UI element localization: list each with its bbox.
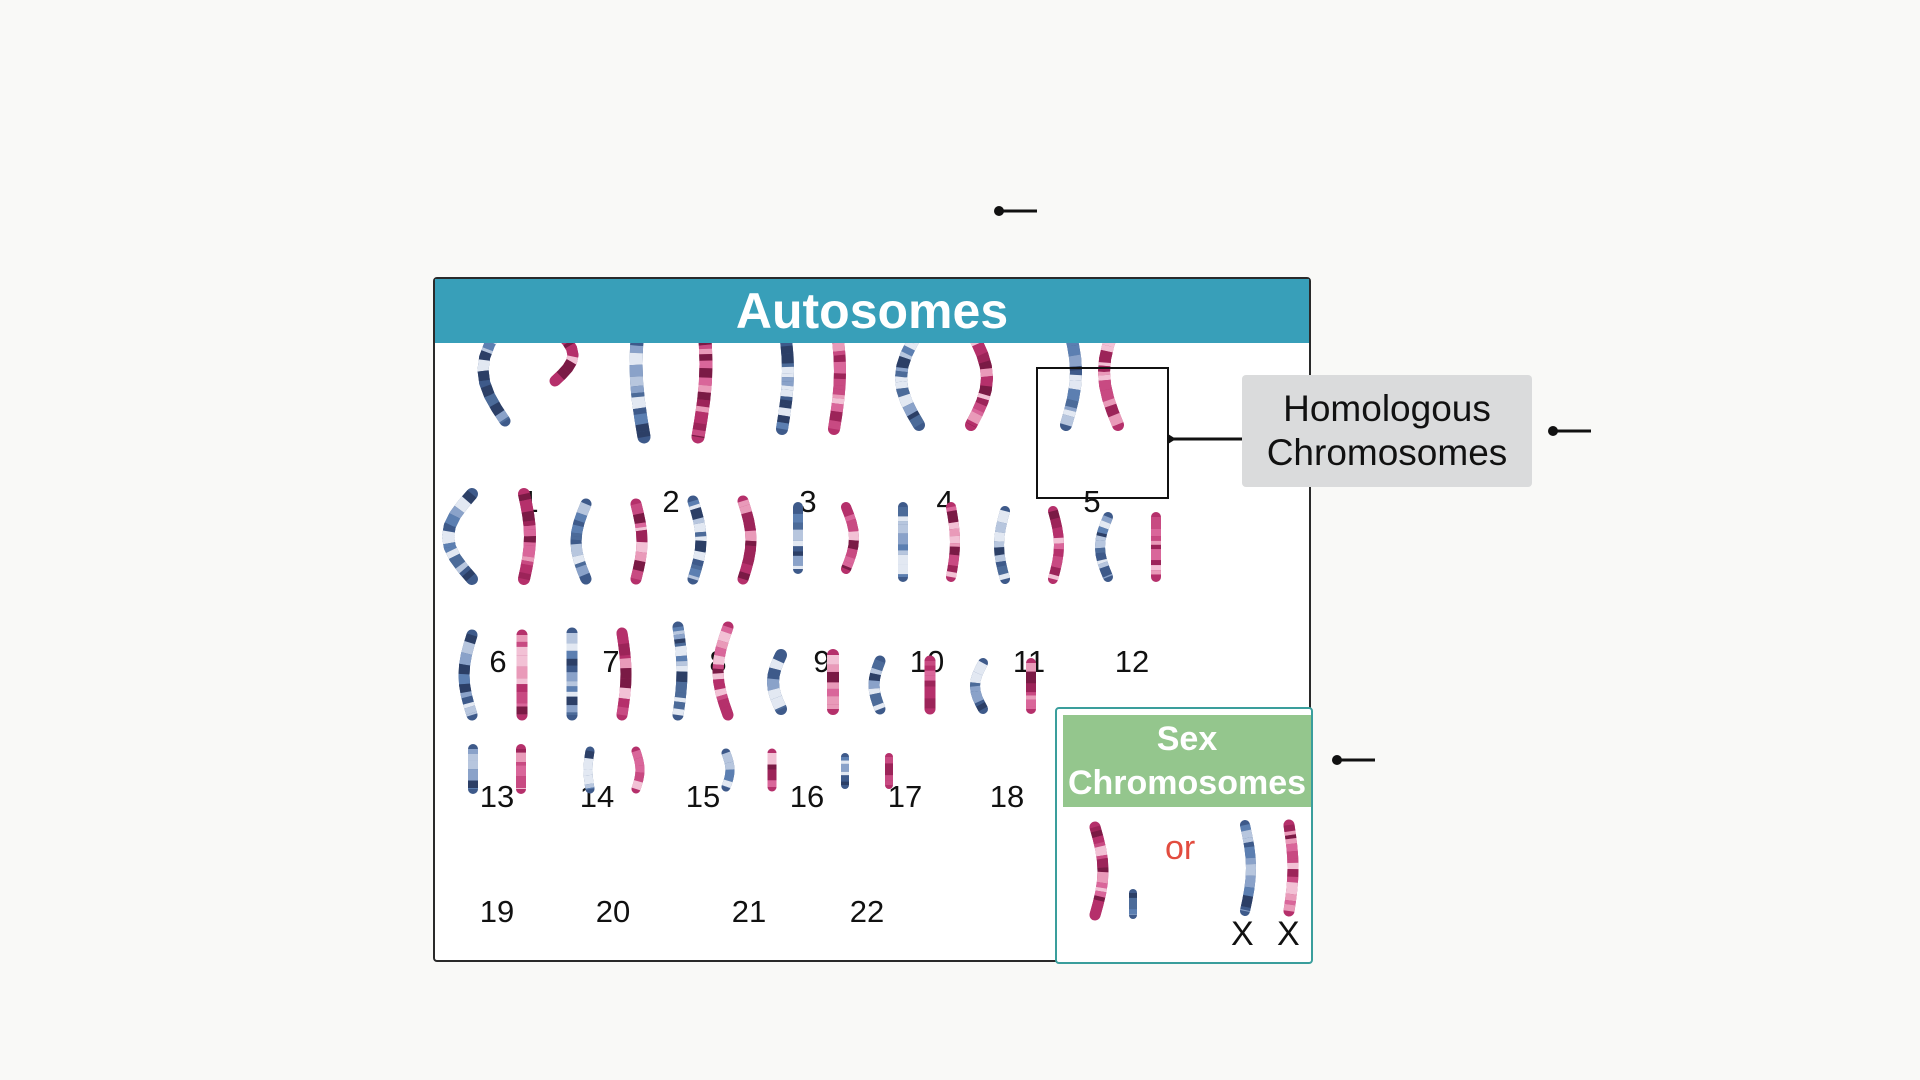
chromosome-x-female-1 <box>1240 820 1257 916</box>
chromosome-7-paternal <box>630 498 648 585</box>
pair-number-2: 2 <box>662 484 679 519</box>
pair-number-6: 6 <box>489 644 506 679</box>
pair-number-12: 12 <box>1115 644 1149 679</box>
chromosome-9-paternal <box>841 502 860 574</box>
chromosome-6-paternal <box>518 488 537 585</box>
chromosome-20-maternal <box>583 746 595 794</box>
chromosome-16-maternal <box>766 649 787 715</box>
chromosome-4-maternal <box>894 325 925 431</box>
x-label-right: X <box>1277 915 1300 953</box>
pair-number-3: 3 <box>799 484 816 519</box>
pair-number-21: 21 <box>732 894 766 929</box>
chromosome-14-paternal <box>616 627 632 721</box>
pair-number-13: 13 <box>480 779 514 814</box>
pair-number-19: 19 <box>480 894 514 929</box>
chromosome-20-paternal <box>631 746 645 794</box>
chromosome-17-maternal <box>868 655 886 715</box>
pair-number-17: 17 <box>888 779 922 814</box>
pair-number-9: 9 <box>813 644 830 679</box>
chromosome-13-maternal <box>458 629 478 721</box>
chromosome-15-paternal <box>712 621 734 721</box>
homologous-pair-highlight[interactable] <box>1036 367 1169 499</box>
autosomes-title: Autosomes <box>435 279 1309 343</box>
sex-chromosomes-panel: Sex Chromosomes or X X <box>1055 707 1313 964</box>
chromosome-8-paternal <box>737 495 757 585</box>
or-label: or <box>1165 829 1195 867</box>
sex-chromosomes-title: Sex Chromosomes <box>1063 715 1311 807</box>
pair-number-18: 18 <box>990 779 1024 814</box>
pair-number-20: 20 <box>596 894 630 929</box>
chromosome-x-male <box>1089 821 1109 921</box>
chromosome-8-maternal <box>687 495 707 585</box>
x-label-left: X <box>1231 915 1254 953</box>
chromosome-15-maternal <box>672 621 688 721</box>
pointer-sex-chromosomes <box>1332 755 1375 765</box>
homologous-chromosomes-label: Homologous Chromosomes <box>1242 375 1532 487</box>
pair-number-15: 15 <box>686 779 720 814</box>
chromosome-11-paternal <box>1048 506 1065 584</box>
chromosome-x-female-2 <box>1283 819 1299 917</box>
chromosome-12-maternal <box>1094 512 1113 582</box>
chromosome-4-paternal <box>965 325 994 431</box>
chromosome-6-maternal <box>441 488 478 585</box>
chromosome-10-paternal <box>946 502 961 582</box>
sex-chromosomes-chart: or X X <box>1089 819 1300 953</box>
pointer-top <box>994 206 1037 216</box>
pointer-homologous <box>1548 426 1591 436</box>
chromosome-21-maternal <box>721 748 735 792</box>
pair-number-22: 22 <box>850 894 884 929</box>
chromosome-7-maternal <box>570 498 592 585</box>
pair-number-7: 7 <box>602 644 619 679</box>
chromosome-11-maternal <box>993 506 1010 584</box>
chromosome-18-maternal <box>969 658 988 714</box>
pair-number-16: 16 <box>790 779 824 814</box>
pair-number-5: 5 <box>1083 484 1100 519</box>
